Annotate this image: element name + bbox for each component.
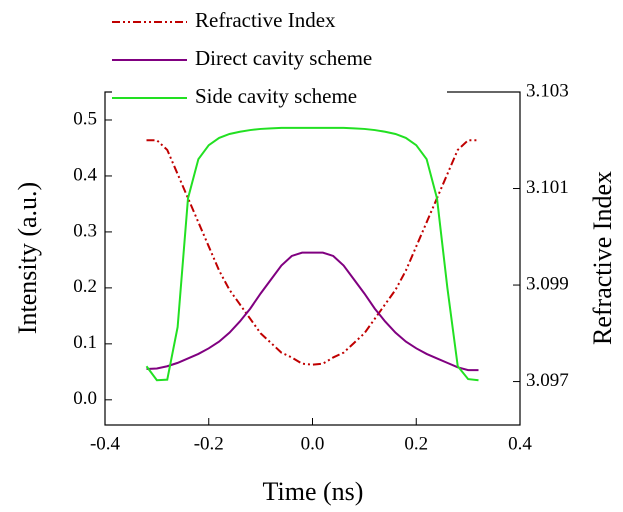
series-line [146, 251, 479, 372]
y-tick-label: 0.3 [73, 220, 97, 241]
x-tick-label: 0.0 [301, 433, 325, 454]
legend-box [112, 4, 447, 124]
y2-tick-label: 3.097 [526, 370, 569, 391]
y-tick-label: 0.0 [73, 388, 97, 409]
legend-label: Refractive Index [195, 8, 336, 32]
y-tick-label: 0.1 [73, 332, 97, 353]
legend-label: Side cavity scheme [195, 84, 357, 108]
x-tick-label: 0.4 [508, 433, 532, 454]
y-tick-label: 0.5 [73, 108, 97, 129]
series-line [146, 139, 479, 366]
x-axis-label: Time (ns) [263, 477, 364, 506]
y2-axis-label: Refractive Index [588, 171, 617, 345]
x-tick-label: 0.2 [404, 433, 428, 454]
x-tick-label: -0.2 [194, 433, 224, 454]
legend-label: Direct cavity scheme [195, 46, 372, 70]
y-axis-label: Intensity (a.u.) [13, 182, 42, 334]
y-tick-label: 0.4 [73, 164, 97, 185]
y2-tick-label: 3.101 [526, 177, 569, 198]
y2-tick-label: 3.103 [526, 80, 569, 101]
x-tick-label: -0.4 [90, 433, 121, 454]
series-line [145, 126, 479, 382]
y-tick-label: 0.2 [73, 276, 97, 297]
y2-tick-label: 3.099 [526, 273, 569, 294]
